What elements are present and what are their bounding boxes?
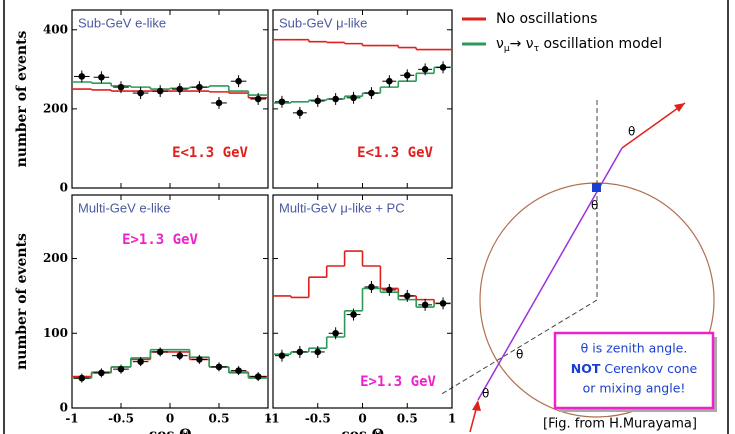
data-point: [196, 83, 203, 91]
data-point: [176, 352, 184, 359]
x-axis-label: cos Θ: [149, 427, 192, 434]
x-tick-label: 0.5: [209, 412, 230, 426]
data-point: [117, 365, 125, 373]
energy-annotation: E>1.3 GeV: [360, 374, 436, 390]
data-point: [98, 73, 105, 81]
panel-title: Sub-GeV μ-like: [279, 15, 367, 30]
x-tick-label: -1: [266, 412, 279, 426]
y-tick-label: 200: [43, 101, 68, 115]
legend-label: No oscillations: [496, 11, 597, 27]
incoming-arrow: [621, 102, 686, 149]
data-point: [421, 301, 429, 309]
data-point: [78, 73, 86, 80]
angle-label: θ: [628, 125, 635, 139]
data-point: [196, 356, 203, 363]
y-tick-label: 0: [60, 401, 68, 415]
callout-text: Cerenkov cone: [600, 361, 697, 376]
x-tick-label: -1: [65, 412, 78, 426]
data-point: [350, 94, 357, 102]
angle-label: θ: [516, 348, 523, 362]
callout-text: NOT Cerenkov cone: [571, 361, 698, 376]
data-point: [421, 66, 429, 73]
callout-text: or mixing angle!: [583, 381, 686, 396]
data-point: [215, 99, 223, 107]
x-tick-label: 1: [448, 412, 456, 426]
data-point: [332, 95, 339, 103]
x-tick-label: 0: [358, 412, 366, 426]
diagram: θ θ θ θ: [439, 100, 715, 433]
data-point: [439, 64, 447, 71]
data-point: [254, 95, 262, 103]
data-point: [350, 311, 357, 318]
callout-box: [553, 331, 715, 410]
arrow-head: [472, 400, 481, 411]
callout-emphasis: NOT: [571, 361, 601, 376]
y-axis-label: number of events: [14, 233, 30, 370]
data-point: [403, 71, 411, 79]
x-tick-label: 0.5: [397, 412, 418, 426]
angle-label: θ: [482, 387, 489, 401]
callout-text: θ is zenith angle.: [581, 341, 688, 356]
data-point: [296, 348, 304, 356]
data-point: [278, 352, 286, 359]
data-point: [314, 348, 322, 356]
energy-annotation: E<1.3 GeV: [172, 145, 248, 161]
data-point: [156, 87, 164, 95]
data-point: [386, 286, 393, 294]
legend-label-part: τ: [534, 44, 539, 54]
data-point: [98, 369, 105, 377]
legend-label: νμ→ ντ oscillation model: [496, 36, 662, 54]
data-point: [439, 300, 447, 307]
data-point: [137, 358, 144, 365]
x-tick-label: -0.5: [305, 412, 331, 426]
data-point: [215, 363, 223, 371]
data-point: [403, 292, 411, 300]
radius-line: [439, 299, 598, 396]
x-tick-label: 1: [264, 412, 272, 426]
data-point: [332, 329, 339, 337]
plot-frame: [71, 9, 269, 189]
y-tick-label: 200: [43, 251, 68, 265]
data-point: [296, 109, 304, 117]
data-point: [137, 89, 144, 97]
x-tick-label: 0: [166, 412, 174, 426]
y-tick-label: 0: [60, 181, 68, 195]
data-point: [368, 89, 375, 97]
data-point: [176, 85, 184, 93]
legend-label-part: ν: [496, 36, 504, 52]
arrow-head: [674, 103, 685, 112]
legend-label-part: oscillation model: [539, 36, 662, 52]
data-point: [117, 83, 125, 91]
data-point: [254, 373, 262, 380]
angle-label: θ: [591, 199, 598, 213]
data-point: [314, 97, 322, 105]
panel-title: Sub-GeV e-like: [78, 15, 166, 30]
data-point: [235, 77, 242, 85]
legend-label-part: μ: [504, 44, 510, 54]
data-point: [278, 98, 286, 106]
detector: [592, 183, 601, 192]
energy-annotation: E>1.3 GeV: [122, 232, 198, 248]
x-axis-label: cos Θ: [341, 427, 384, 434]
data-point: [368, 283, 375, 291]
callout: θ is zenith angle. NOT Cerenkov cone or …: [553, 331, 717, 412]
x-tick-label: -0.5: [108, 412, 134, 426]
energy-annotation: E<1.3 GeV: [357, 145, 433, 161]
data-point: [386, 77, 393, 85]
legend-label-part: → ν: [510, 36, 534, 52]
y-tick-label: 100: [43, 326, 68, 340]
credit: [Fig. from H.Murayama]: [543, 417, 697, 432]
panel-title: Multi-GeV e-like: [78, 200, 170, 215]
y-axis-label: number of events: [14, 30, 30, 167]
data-point: [78, 374, 86, 382]
legend-label-part: No oscillations: [496, 11, 597, 27]
y-tick-label: 400: [43, 22, 68, 36]
data-point: [156, 348, 164, 356]
panel-title: Multi-GeV μ-like + PC: [279, 200, 405, 215]
data-point: [235, 367, 242, 374]
plot-frame: [272, 9, 453, 189]
